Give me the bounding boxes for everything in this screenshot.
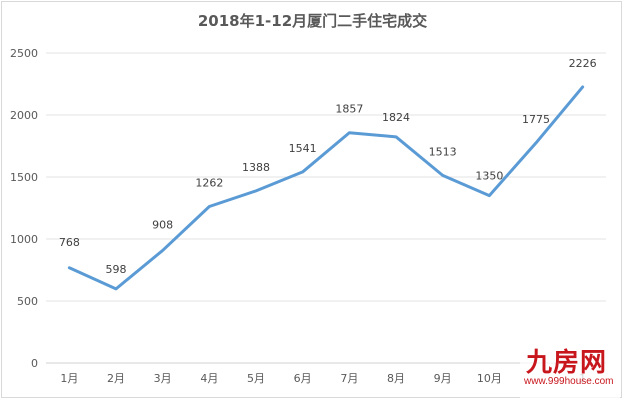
x-tick-label: 2月 [107, 372, 125, 385]
data-label: 908 [152, 218, 173, 231]
data-label: 1541 [289, 142, 317, 155]
data-label: 1857 [335, 103, 363, 116]
data-label: 1824 [382, 111, 410, 124]
data-label: 598 [106, 263, 127, 276]
x-tick-label: 7月 [340, 372, 358, 385]
data-label: 1262 [195, 177, 223, 190]
y-tick-label: 2000 [10, 109, 38, 122]
x-tick-label: 6月 [294, 372, 312, 385]
x-tick-label: 4月 [200, 372, 218, 385]
data-label: 768 [59, 236, 80, 249]
chart-title: 2018年1-12月厦门二手住宅成交 [197, 12, 428, 30]
y-tick-label: 2500 [10, 47, 38, 60]
y-tick-label: 1500 [10, 171, 38, 184]
y-tick-label: 1000 [10, 233, 38, 246]
series-line-group [67, 85, 585, 291]
data-label: 2226 [569, 57, 597, 70]
data-labels: 768 598 908 1262 1388 1541 1857 1824 1513 1350 177… [59, 57, 597, 276]
watermark-url: www.999house.com [524, 376, 614, 387]
x-tick-label: 9月 [434, 372, 452, 385]
data-label: 1350 [475, 170, 503, 183]
y-tick-label: 0 [31, 357, 38, 370]
data-label: 1775 [522, 113, 550, 126]
x-axis-ticks: 1月2月3月4月5月6月7月8月9月10月1 [60, 372, 586, 385]
x-tick-label: 8月 [387, 372, 405, 385]
y-tick-label: 500 [17, 295, 38, 308]
gridlines [46, 52, 606, 364]
x-tick-label: 1月 [60, 372, 78, 385]
data-label: 1513 [429, 145, 457, 158]
data-label: 1388 [242, 161, 270, 174]
watermark: 九房网 www.999house.com [520, 342, 620, 398]
x-tick-label: 3月 [154, 372, 172, 385]
y-axis-ticks: 0 500 1000 1500 2000 2500 [10, 47, 38, 370]
x-tick-label: 5月 [247, 372, 265, 385]
series-line [67, 85, 585, 291]
watermark-logo: 九房网 [526, 348, 608, 378]
x-tick-label: 10月 [477, 372, 502, 385]
